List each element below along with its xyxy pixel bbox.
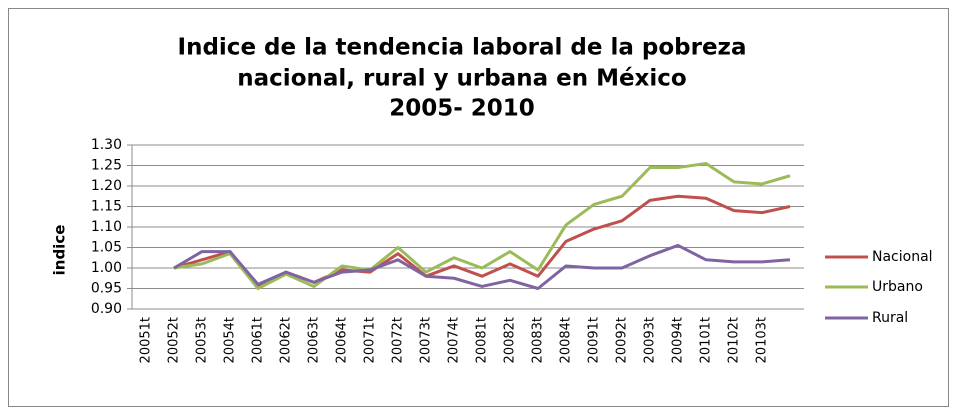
chart-title: Indice de la tendencia laboral de la pob… (178, 35, 747, 61)
x-tick-label: 20082t (503, 317, 518, 363)
legend-label: Rural (872, 310, 908, 326)
x-tick-label: 20071t (363, 317, 378, 363)
x-tick-label: 20054t (223, 317, 238, 363)
x-tick-label: 20073t (419, 317, 434, 363)
x-tick-label: 20062t (279, 317, 294, 363)
x-tick-label: 20102t (727, 317, 742, 363)
x-tick-label: 20094t (671, 317, 686, 363)
x-tick-label: 20101t (699, 317, 714, 363)
x-tick-label: 20074t (447, 317, 462, 363)
series-line (173, 243, 791, 290)
y-tick-label: 1.00 (91, 260, 122, 276)
chart-frame (8, 8, 949, 407)
y-tick-label: 0.95 (91, 281, 122, 297)
legend-label: Urbano (872, 279, 923, 295)
x-tick-label: 20093t (643, 317, 658, 363)
y-tick-label: 1.10 (91, 219, 122, 235)
x-tick-label: 20051t (139, 317, 154, 363)
y-tick-label: 0.90 (91, 301, 122, 317)
x-tick-label: 20092t (615, 317, 630, 363)
x-tick-label: 20072t (391, 317, 406, 363)
x-tick-label: 20091t (587, 317, 602, 363)
y-tick-label: 1.20 (91, 178, 122, 194)
x-tick-label: 20081t (475, 317, 490, 363)
x-tick-label: 20061t (251, 317, 266, 363)
chart-title: nacional, rural y urbana en México (237, 66, 686, 92)
y-tick-label: 1.15 (91, 199, 122, 215)
y-tick-label: 1.05 (91, 240, 122, 256)
y-axis-label: indice (51, 225, 69, 276)
x-tick-label: 20103t (755, 317, 770, 363)
x-tick-label: 20084t (559, 317, 574, 363)
chart-title: 2005- 2010 (389, 96, 535, 122)
x-tick-label: 20063t (307, 317, 322, 363)
legend-label: Nacional (872, 249, 933, 265)
x-tick-label: 20052t (167, 317, 182, 363)
x-tick-label: 20053t (195, 317, 210, 363)
y-tick-label: 1.25 (91, 158, 122, 174)
x-tick-label: 20064t (335, 317, 350, 363)
x-tick-label: 20083t (531, 317, 546, 363)
y-tick-label: 1.30 (91, 137, 122, 153)
series-line (173, 161, 791, 290)
